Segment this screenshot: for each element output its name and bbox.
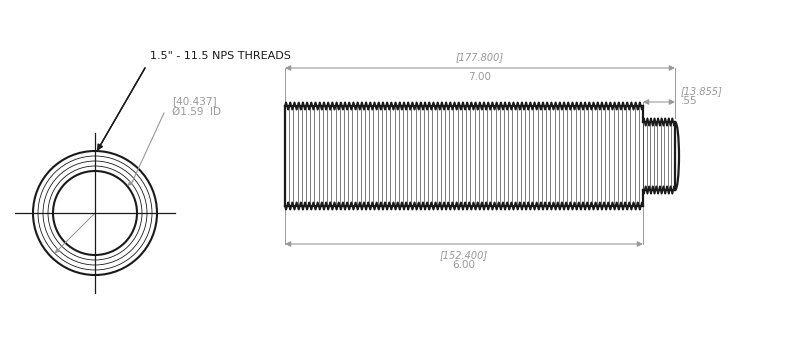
Text: [13.855]: [13.855] [681,86,723,96]
Text: [40.437]: [40.437] [172,96,217,106]
Text: 1.5" - 11.5 NPS THREADS: 1.5" - 11.5 NPS THREADS [150,51,291,61]
Text: 6.00: 6.00 [453,260,475,270]
Text: .55: .55 [681,96,698,106]
Text: [152.400]: [152.400] [440,250,488,260]
Text: Ø1.59  ID: Ø1.59 ID [172,107,221,117]
Text: [177.800]: [177.800] [456,52,504,62]
Text: 7.00: 7.00 [469,72,491,82]
